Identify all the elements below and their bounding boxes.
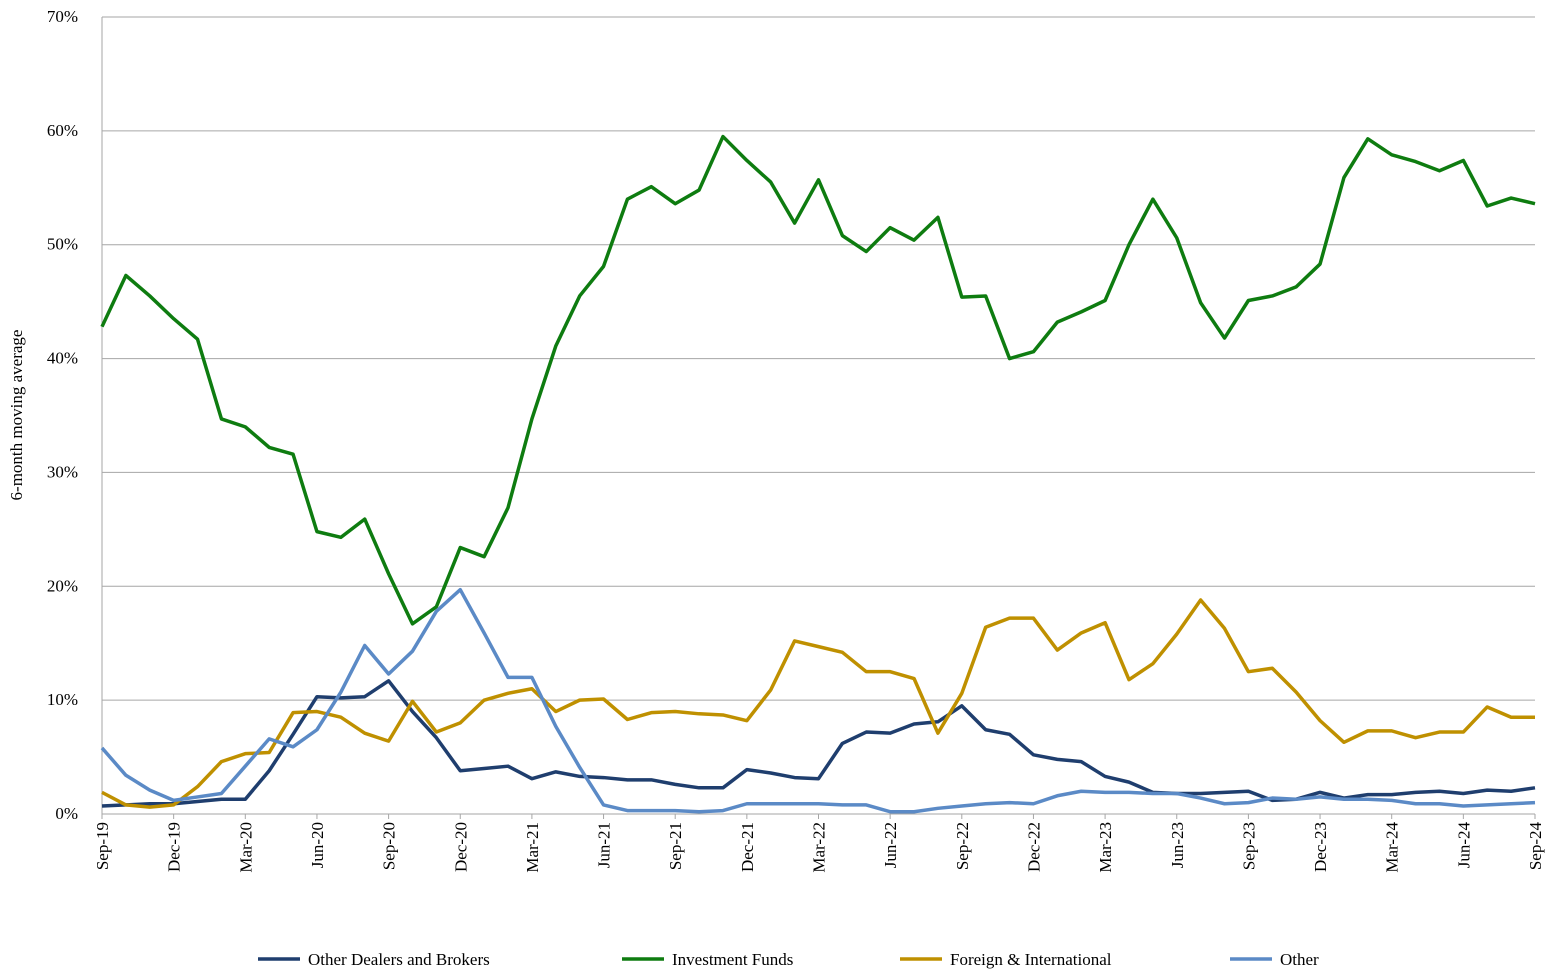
x-tick-label: Sep-19: [93, 822, 112, 870]
legend-label: Other: [1280, 950, 1319, 969]
y-tick-label: 20%: [47, 576, 78, 595]
x-tick-label: Mar-20: [236, 822, 255, 873]
x-tick-label: Dec-21: [738, 822, 757, 872]
x-tick-label: Jun-24: [1454, 822, 1473, 869]
y-axis-label: 6-month moving average: [7, 330, 26, 501]
x-tick-label: Sep-21: [666, 822, 685, 870]
x-tick-label: Jun-20: [308, 822, 327, 868]
y-tick-label: 0%: [55, 804, 78, 823]
y-tick-label: 40%: [47, 349, 78, 368]
y-tick-label: 70%: [47, 7, 78, 26]
legend-label: Investment Funds: [672, 950, 793, 969]
x-tick-label: Mar-21: [523, 822, 542, 873]
x-tick-label: Mar-23: [1096, 822, 1115, 873]
x-tick-label: Sep-24: [1526, 822, 1545, 871]
series-line: [100, 587, 1536, 814]
y-tick-label: 10%: [47, 690, 78, 709]
x-tick-label: Sep-23: [1239, 822, 1258, 870]
x-tick-label: Sep-22: [953, 822, 972, 870]
series-line: [100, 134, 1536, 626]
y-tick-label: 60%: [47, 121, 78, 140]
series-line: [101, 598, 1535, 809]
y-tick-label: 50%: [47, 235, 78, 254]
x-tick-label: Dec-22: [1024, 822, 1043, 872]
x-tick-label: Dec-23: [1311, 822, 1330, 872]
x-tick-label: Jun-21: [595, 822, 614, 868]
x-tick-label: Mar-24: [1383, 822, 1402, 873]
legend-label: Other Dealers and Brokers: [308, 950, 490, 969]
series-line: [101, 679, 1536, 808]
x-tick-label: Sep-20: [380, 822, 399, 870]
y-tick-label: 30%: [47, 462, 78, 481]
x-tick-label: Dec-19: [165, 822, 184, 872]
x-tick-label: Jun-23: [1168, 822, 1187, 868]
legend-label: Foreign & International: [950, 950, 1112, 969]
x-tick-label: Mar-22: [810, 822, 829, 873]
x-tick-label: Dec-20: [451, 822, 470, 872]
x-tick-label: Jun-22: [881, 822, 900, 868]
